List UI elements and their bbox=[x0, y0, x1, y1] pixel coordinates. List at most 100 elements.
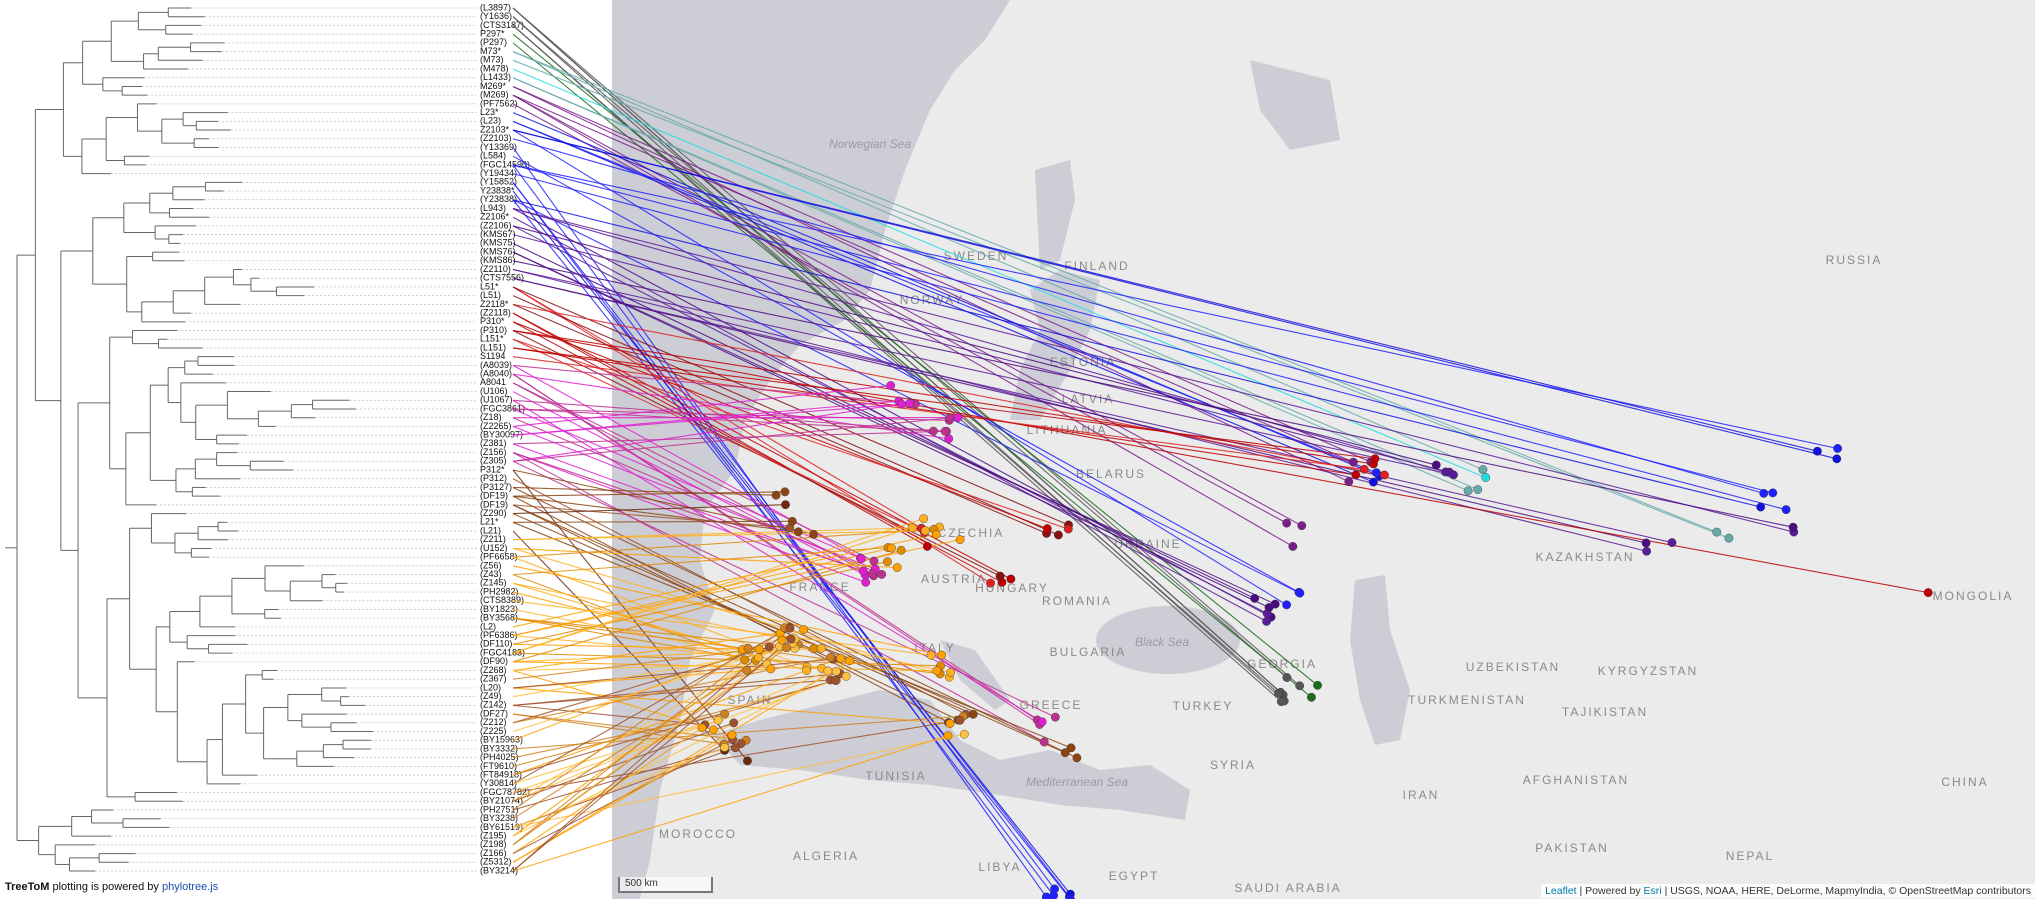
leaf-label: (CTS3187) bbox=[480, 20, 524, 30]
link-line bbox=[512, 94, 1294, 547]
map-point bbox=[780, 487, 790, 497]
link-line bbox=[512, 286, 1069, 526]
link-line bbox=[512, 277, 1673, 544]
leaf-label: P297* bbox=[480, 29, 505, 39]
link-line bbox=[512, 528, 934, 558]
scale-bar: 500 km bbox=[618, 877, 713, 893]
map-point bbox=[1066, 895, 1075, 899]
leaf-label: (DF19) bbox=[480, 491, 508, 501]
leaf-label: (BY30097) bbox=[480, 430, 523, 440]
leaf-label: (A8040) bbox=[480, 368, 512, 378]
leaf-label: (L21) bbox=[480, 525, 501, 535]
leaf-label: (U1067) bbox=[480, 395, 513, 405]
map-label: RUSSIA bbox=[1826, 253, 1883, 267]
link-line bbox=[512, 391, 866, 576]
map-point bbox=[729, 718, 739, 728]
map-point bbox=[1923, 588, 1933, 598]
map-label: NEPAL bbox=[1726, 849, 1774, 863]
link-line bbox=[512, 303, 1385, 476]
leaf-label: (Z2110) bbox=[480, 264, 511, 274]
leaf-label: (Z56) bbox=[480, 560, 502, 570]
map-point bbox=[787, 516, 797, 526]
map-point bbox=[1832, 454, 1842, 464]
phylotree-link[interactable]: phylotree.js bbox=[161, 881, 219, 893]
leaf-label: (DF90) bbox=[480, 656, 508, 666]
leaf-label: (PF6386) bbox=[480, 630, 518, 640]
link-line bbox=[512, 547, 898, 569]
link-line bbox=[512, 561, 888, 645]
map-point bbox=[742, 665, 752, 675]
map-point bbox=[1039, 737, 1049, 747]
map-label: AFGHANISTAN bbox=[1523, 773, 1629, 787]
leaf-label: (BY15963) bbox=[480, 735, 523, 745]
map-label: TURKEY bbox=[1173, 699, 1234, 713]
link-line bbox=[512, 129, 1287, 606]
map-point bbox=[1756, 502, 1766, 512]
leaf-label: (BY3332) bbox=[480, 743, 518, 753]
map-label: KAZAKHSTAN bbox=[1535, 550, 1634, 564]
leaf-label: (KMS75) bbox=[480, 238, 516, 248]
map-point bbox=[1288, 542, 1298, 551]
link-line bbox=[512, 547, 892, 637]
leaf-label: (L2) bbox=[480, 621, 496, 631]
leaf-label: (Z145) bbox=[480, 578, 507, 588]
map-point bbox=[1369, 477, 1378, 487]
leaf-label: (PH2751) bbox=[480, 804, 519, 814]
link-line bbox=[512, 539, 961, 637]
leaf-label: (PH2982) bbox=[480, 586, 519, 596]
leaf-label: (KMS86) bbox=[480, 255, 516, 265]
map-point bbox=[937, 650, 947, 660]
leaf-label: (Z367) bbox=[480, 674, 507, 684]
map-point bbox=[1066, 743, 1076, 753]
leaf-label: (Z268) bbox=[480, 665, 507, 675]
leaf-label: (PH4025) bbox=[480, 752, 519, 762]
link-line bbox=[512, 704, 705, 726]
link-line bbox=[512, 504, 786, 515]
link-line bbox=[512, 687, 951, 725]
link-line bbox=[512, 591, 743, 651]
link-line bbox=[512, 51, 1717, 533]
map-point bbox=[771, 490, 781, 500]
map-point bbox=[730, 743, 740, 753]
tree-panel bbox=[0, 0, 612, 899]
leaf-label: (Y1636) bbox=[480, 11, 512, 21]
link-line bbox=[512, 680, 837, 767]
link-line bbox=[512, 408, 950, 421]
map-label: IRAN bbox=[1403, 788, 1440, 802]
esri-link[interactable]: Esri bbox=[1643, 885, 1662, 897]
link-line bbox=[512, 77, 1469, 492]
scale-label: 500 km bbox=[625, 878, 658, 889]
link-line bbox=[512, 661, 937, 672]
map-point bbox=[886, 381, 896, 390]
map-point bbox=[1250, 593, 1260, 603]
map-point bbox=[959, 729, 969, 739]
map-point bbox=[1449, 470, 1458, 480]
link-line bbox=[512, 733, 965, 828]
link-line bbox=[512, 713, 725, 759]
leaf-label: (Z5312) bbox=[480, 857, 512, 867]
leaf-label: (Z18) bbox=[480, 412, 502, 422]
leaf-label: (Z381) bbox=[480, 438, 507, 448]
map-label: ALGERIA bbox=[793, 849, 859, 863]
leaf-label: (DF110) bbox=[480, 639, 512, 649]
map-point bbox=[1768, 488, 1778, 498]
map-point bbox=[830, 675, 840, 685]
map-label: MONGOLIA bbox=[1933, 589, 2014, 603]
map-label: GREECE bbox=[1020, 698, 1083, 712]
map-label: FINLAND bbox=[1064, 259, 1129, 273]
map-point bbox=[1295, 588, 1305, 598]
link-line bbox=[512, 425, 876, 570]
link-line bbox=[512, 491, 785, 497]
link-line bbox=[512, 547, 889, 576]
link-line bbox=[512, 321, 1048, 530]
leaf-label: (FGC14590) bbox=[480, 159, 530, 169]
leaf-label: (L3897) bbox=[480, 2, 511, 12]
map-point bbox=[697, 723, 707, 733]
map-point bbox=[869, 556, 879, 566]
leaflet-link[interactable]: Leaflet bbox=[1545, 885, 1577, 897]
footer-text: plotting is powered by bbox=[52, 881, 159, 893]
link-line bbox=[512, 735, 949, 872]
map-point bbox=[809, 529, 818, 539]
map-label: TURKMENISTAN bbox=[1408, 693, 1526, 707]
